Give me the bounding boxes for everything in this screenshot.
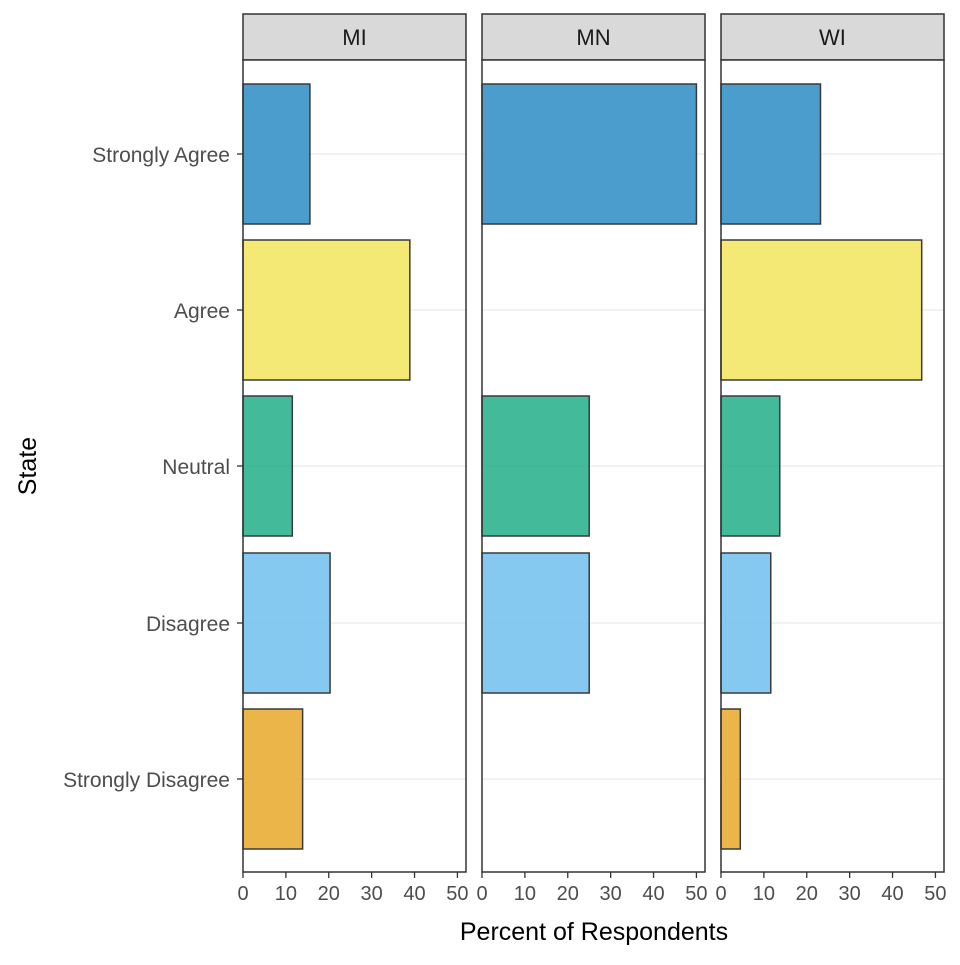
- bar-mi-neutral: [242, 395, 294, 537]
- x-tick-label-wi-10: 10: [753, 883, 775, 905]
- x-tick-label-mn-0: 0: [476, 883, 487, 905]
- panel-mn: MN 0 10 20 30 40 50: [476, 13, 708, 905]
- panel-strip-label-mn: MN: [576, 25, 610, 50]
- panel-strip-label-mi: MI: [342, 25, 366, 50]
- x-tick-label-mi-30: 30: [361, 883, 383, 905]
- bar-wi-agree: [720, 239, 923, 381]
- x-tick-label-mi-40: 40: [403, 883, 425, 905]
- bar-wi-strongly-agree: [720, 83, 822, 225]
- y-axis-layer: Strongly Agree Agree Neutral Disagree Strong…: [63, 144, 243, 792]
- x-tick-label-mi-0: 0: [237, 883, 248, 905]
- bar-wi-neutral: [720, 395, 781, 537]
- x-tick-label-wi-40: 40: [881, 883, 903, 905]
- bar-wi-disagree: [720, 552, 772, 694]
- bar-mn-neutral: [481, 395, 590, 537]
- x-tick-label-mn-40: 40: [642, 883, 664, 905]
- panel-strip-wi: [720, 13, 945, 61]
- x-tick-label-mn-20: 20: [557, 883, 579, 905]
- panel-border-wi: [720, 59, 945, 873]
- bar-wi-strongly-disagree: [720, 708, 742, 850]
- y-tick-label-disagree: Disagree: [146, 613, 230, 636]
- panel-mi: MI 0 10 20 30 40 50: [237, 13, 469, 905]
- x-tick-label-mi-50: 50: [446, 883, 468, 905]
- x-tick-label-mi-10: 10: [275, 883, 297, 905]
- x-tick-label-mn-50: 50: [685, 883, 707, 905]
- x-tick-label-mn-10: 10: [514, 883, 536, 905]
- bar-mn-strongly-agree: [481, 83, 698, 225]
- panel-border-mn: [481, 59, 706, 873]
- x-tick-label-wi-50: 50: [924, 883, 946, 905]
- y-tick-label-strongly-disagree: Strongly Disagree: [63, 769, 230, 792]
- panel-strip-mi: [242, 13, 467, 61]
- y-tick-label-neutral: Neutral: [162, 456, 230, 479]
- y-axis-title: State: [14, 437, 42, 495]
- x-tick-label-wi-0: 0: [715, 883, 726, 905]
- x-axis-title: Percent of Respondents: [460, 918, 728, 946]
- bar-mi-strongly-disagree: [242, 708, 304, 850]
- y-tick-label-agree: Agree: [174, 300, 230, 323]
- x-tick-label-wi-20: 20: [796, 883, 818, 905]
- x-tick-label-wi-30: 30: [839, 883, 861, 905]
- x-tick-label-mi-20: 20: [318, 883, 340, 905]
- panel-wi: WI 0 10 20 30 40 50: [715, 13, 947, 905]
- panels-layer: MI 0 10 20 30 40 50 MN 0 10 20 30 40 50 WI 0 10 20 30 40 50: [237, 13, 947, 905]
- bar-mi-disagree: [242, 552, 331, 694]
- panel-strip-mn: [481, 13, 706, 61]
- bar-mn-disagree: [481, 552, 590, 694]
- x-tick-label-mn-30: 30: [600, 883, 622, 905]
- y-tick-label-strongly-agree: Strongly Agree: [92, 144, 230, 167]
- panel-strip-label-wi: WI: [819, 25, 846, 50]
- bar-mi-agree: [242, 239, 411, 381]
- bar-mi-strongly-agree: [242, 83, 311, 225]
